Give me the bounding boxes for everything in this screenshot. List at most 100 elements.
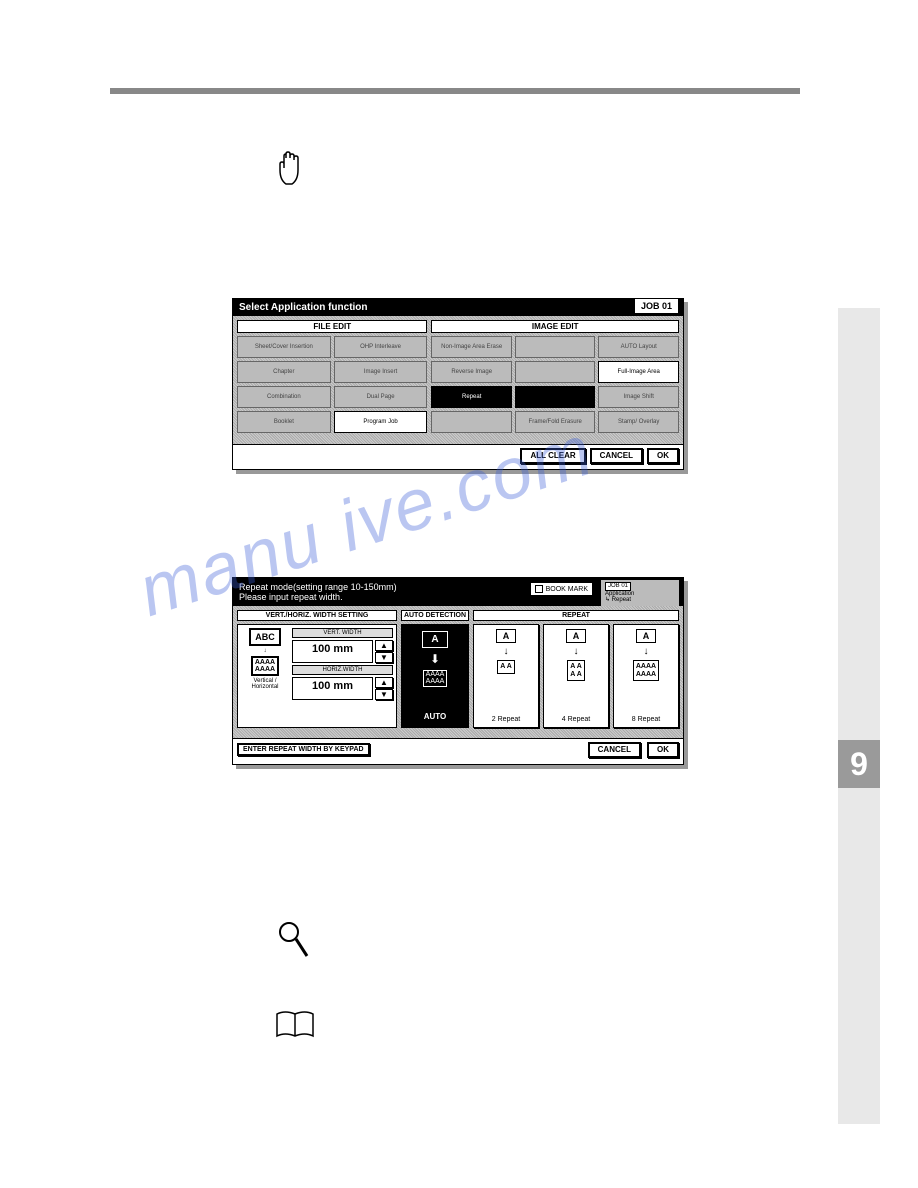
ie-btn-2[interactable] xyxy=(515,336,596,358)
horiz-width-label: HORIZ.WIDTH xyxy=(292,665,393,675)
repeat-8-button[interactable]: A ↓ AAAA AAAA 8 Repeat xyxy=(613,624,679,728)
stamp-overlay-button[interactable]: Stamp/ Overlay xyxy=(598,411,679,433)
horiz-down-button[interactable]: ▼ xyxy=(375,689,393,700)
r2-result: A A xyxy=(497,660,515,674)
r2-label: 2 Repeat xyxy=(492,716,520,723)
vert-width-value: 100 mm xyxy=(292,640,373,663)
r2-a: A xyxy=(496,629,517,643)
chapter-tab[interactable] xyxy=(838,452,880,500)
auto-label: AUTO xyxy=(424,712,447,721)
chapter-tab[interactable] xyxy=(838,836,880,884)
screen2-body: VERT./HORIZ. WIDTH SETTING ABC ↓ AAAA AA… xyxy=(233,606,683,738)
image-shift-button[interactable]: Image Shift xyxy=(598,386,679,408)
auto-detection-button[interactable]: A ⬇ AAAA AAAA AUTO xyxy=(401,624,469,728)
chapter-tab[interactable] xyxy=(838,596,880,644)
chapter-tab-active[interactable]: 9 xyxy=(838,740,880,788)
auto-detection-header: AUTO DETECTION xyxy=(401,610,469,621)
chapter-tabs: 9 xyxy=(838,308,880,1124)
chapter-tab[interactable] xyxy=(838,1028,880,1076)
screen1-title: Select Application function xyxy=(239,302,368,313)
auto-aaaa: AAAA AAAA xyxy=(423,670,448,687)
sheet-cover-button[interactable]: Sheet/Cover Insertion xyxy=(237,336,331,358)
auto-detection-section: AUTO DETECTION A ⬇ AAAA AAAA AUTO xyxy=(401,610,469,734)
all-clear-button[interactable]: ALL CLEAR xyxy=(520,448,585,464)
chapter-tab[interactable] xyxy=(838,980,880,1028)
job-status: JOB 01 xyxy=(605,582,631,591)
screen1-body: FILE EDIT Sheet/Cover Insertion OHP Inte… xyxy=(233,316,683,444)
repeat-mode-screen: Repeat mode(setting range 10-150mm) Plea… xyxy=(232,577,684,765)
magnify-icon xyxy=(277,920,309,960)
repeat-section: REPEAT A ↓ A A 2 Repeat A ↓ A A A A 4 Re… xyxy=(473,610,679,734)
ie-btn-8[interactable] xyxy=(515,386,596,408)
chapter-tab[interactable] xyxy=(838,644,880,692)
ie-btn-5[interactable] xyxy=(515,361,596,383)
vert-down-button[interactable]: ▼ xyxy=(375,652,393,663)
vh-preview: ABC ↓ AAAA AAAA Vertical / Horizontal xyxy=(241,628,289,724)
vert-width-label: VERT. WIDTH xyxy=(292,628,393,638)
ok-button-2[interactable]: OK xyxy=(647,742,679,758)
vert-horiz-content: ABC ↓ AAAA AAAA Vertical / Horizontal VE… xyxy=(237,624,397,728)
frame-fold-button[interactable]: Frame/Fold Erasure xyxy=(515,411,596,433)
auto-a: A xyxy=(422,631,447,648)
chapter-tab[interactable] xyxy=(838,932,880,980)
screen2-title-bar: Repeat mode(setting range 10-150mm) Plea… xyxy=(233,578,683,606)
chapter-tab[interactable] xyxy=(838,500,880,548)
chapter-tab[interactable] xyxy=(838,308,880,356)
combination-button[interactable]: Combination xyxy=(237,386,331,408)
r8-result: AAAA AAAA xyxy=(633,660,659,681)
program-job-button[interactable]: Program Job xyxy=(334,411,428,433)
r8-label: 8 Repeat xyxy=(632,716,660,723)
repeat-button[interactable]: Repeat xyxy=(431,386,512,408)
chapter-tab[interactable] xyxy=(838,548,880,596)
cancel-button[interactable]: CANCEL xyxy=(590,448,643,464)
app-status-box: JOB 01 Application ↳ Repeat xyxy=(601,580,679,606)
ohp-interleave-button[interactable]: OHP Interleave xyxy=(334,336,428,358)
reverse-image-button[interactable]: Reverse Image xyxy=(431,361,512,383)
file-edit-section: FILE EDIT Sheet/Cover Insertion OHP Inte… xyxy=(237,320,427,440)
job-tab[interactable]: JOB 01 xyxy=(634,298,679,313)
chapter-tab[interactable] xyxy=(838,692,880,740)
chapter-tab[interactable] xyxy=(838,404,880,452)
screen2-footer: ENTER REPEAT WIDTH BY KEYPAD CANCEL OK xyxy=(233,738,683,760)
horiz-up-button[interactable]: ▲ xyxy=(375,677,393,688)
screen1-title-bar: Select Application function JOB 01 xyxy=(233,299,683,316)
keypad-entry-button[interactable]: ENTER REPEAT WIDTH BY KEYPAD xyxy=(237,743,370,756)
down-arrow-icon: ↓ xyxy=(504,646,509,657)
chapter-tab[interactable] xyxy=(838,788,880,836)
screen1-footer: ALL CLEAR CANCEL OK xyxy=(233,444,683,466)
down-arrow-icon: ↓ xyxy=(574,646,579,657)
down-arrow-icon: ↓ xyxy=(644,646,649,657)
image-edit-header: IMAGE EDIT xyxy=(431,320,679,333)
booklet-button[interactable]: Booklet xyxy=(237,411,331,433)
r8-a: A xyxy=(636,629,657,643)
bookmark-button[interactable]: BOOK MARK xyxy=(530,582,593,596)
non-image-erase-button[interactable]: Non-Image Area Erase xyxy=(431,336,512,358)
chapter-tab[interactable] xyxy=(838,884,880,932)
repeat-4-button[interactable]: A ↓ A A A A 4 Repeat xyxy=(543,624,609,728)
ok-button[interactable]: OK xyxy=(647,448,679,464)
dual-page-button[interactable]: Dual Page xyxy=(334,386,428,408)
bookmark-checkbox[interactable] xyxy=(535,585,543,593)
r4-label: 4 Repeat xyxy=(562,716,590,723)
hand-icon xyxy=(276,150,304,190)
image-insert-button[interactable]: Image Insert xyxy=(334,361,428,383)
vert-up-button[interactable]: ▲ xyxy=(375,640,393,651)
chapter-tab[interactable] xyxy=(838,1076,880,1124)
ie-btn-10[interactable] xyxy=(431,411,512,433)
repeat-2-button[interactable]: A ↓ A A 2 Repeat xyxy=(473,624,539,728)
image-edit-section: IMAGE EDIT Non-Image Area Erase AUTO Lay… xyxy=(431,320,679,440)
cancel-button-2[interactable]: CANCEL xyxy=(588,742,641,758)
r4-a: A xyxy=(566,629,587,643)
application-selection-screen: Select Application function JOB 01 FILE … xyxy=(232,298,684,470)
header-divider xyxy=(110,88,800,94)
chapter-button[interactable]: Chapter xyxy=(237,361,331,383)
bookmark-label: BOOK MARK xyxy=(546,586,588,593)
repeat-header: REPEAT xyxy=(473,610,679,621)
abc-box: ABC xyxy=(249,628,281,646)
auto-layout-button[interactable]: AUTO Layout xyxy=(598,336,679,358)
file-edit-header: FILE EDIT xyxy=(237,320,427,333)
chapter-tab[interactable] xyxy=(838,356,880,404)
app-status-line2: ↳ Repeat xyxy=(605,597,675,604)
vh-controls: VERT. WIDTH 100 mm ▲ ▼ HORIZ.WIDTH 100 m… xyxy=(292,628,393,724)
full-image-area-button[interactable]: Full-Image Area xyxy=(598,361,679,383)
